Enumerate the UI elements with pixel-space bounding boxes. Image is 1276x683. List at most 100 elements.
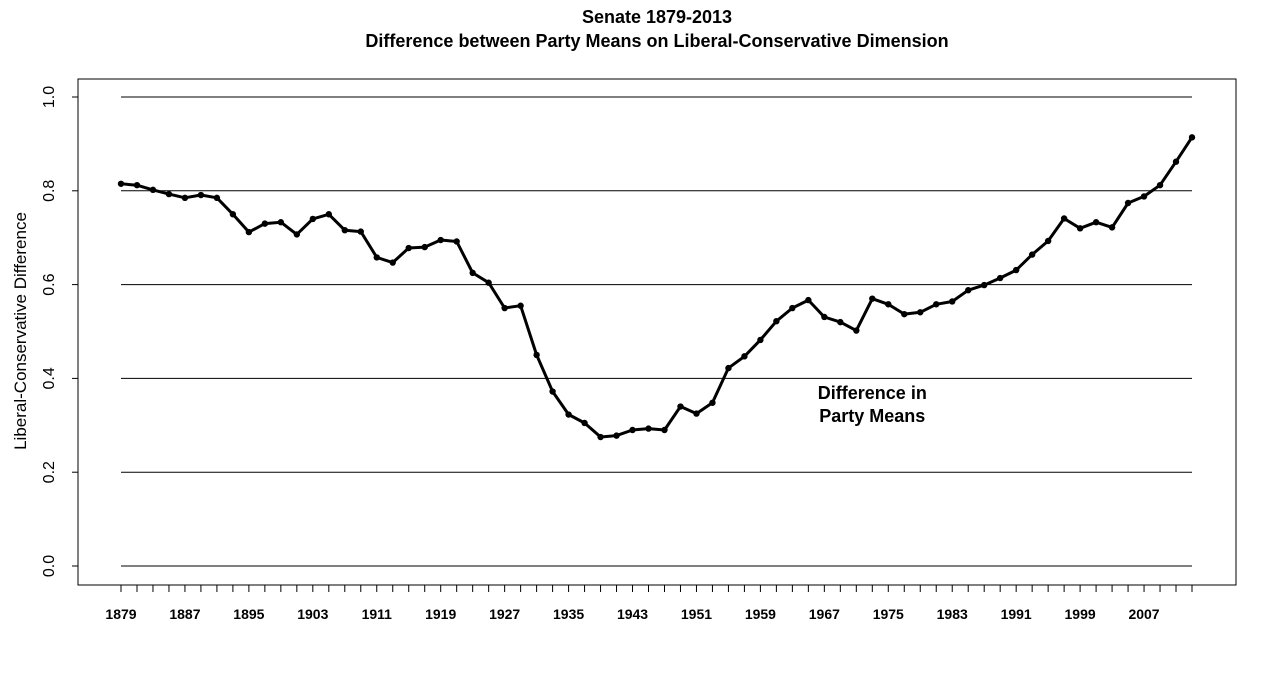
x-tick-label: 1943 [617, 606, 648, 622]
data-point [1188, 134, 1196, 141]
x-tick-label: 1903 [297, 606, 328, 622]
data-point [405, 244, 412, 252]
data-point [661, 426, 668, 434]
data-point [533, 351, 540, 359]
data-point [709, 399, 716, 406]
data-point [517, 302, 524, 309]
x-tick-label: 1967 [809, 606, 840, 622]
data-point [949, 298, 956, 305]
data-point [821, 313, 828, 321]
y-tick-label: 0.8 [41, 180, 58, 202]
data-point [1124, 199, 1132, 207]
data-point [965, 287, 972, 294]
x-tick-label: 1927 [489, 606, 520, 622]
data-point [341, 226, 348, 234]
data-point [421, 243, 428, 251]
data-point [837, 318, 844, 326]
data-point [677, 403, 684, 410]
data-point [693, 410, 700, 417]
data-point [485, 279, 492, 286]
data-point [917, 309, 924, 316]
x-tick-label: 1975 [873, 606, 904, 622]
data-point [213, 194, 221, 202]
data-point [501, 304, 508, 312]
data-point [165, 190, 173, 198]
data-point [757, 336, 764, 344]
data-point [901, 310, 908, 318]
chart-subtitle: Difference between Party Means on Libera… [365, 31, 948, 51]
x-tick-label: 1959 [745, 606, 776, 622]
data-point [1076, 225, 1084, 232]
data-point [980, 281, 988, 289]
plot-frame [77, 78, 1237, 586]
data-point [869, 295, 876, 302]
data-point [1028, 251, 1036, 258]
y-tick-label: 0.0 [41, 555, 58, 577]
data-point [805, 296, 812, 304]
data-point [597, 433, 604, 441]
data-point [1012, 266, 1020, 274]
data-point [149, 186, 157, 194]
data-point [565, 411, 572, 418]
x-tick-label: 1999 [1065, 606, 1096, 622]
data-point [357, 228, 364, 235]
x-tick-label: 1911 [362, 606, 393, 622]
x-tick-label: 1935 [553, 606, 584, 622]
data-point [117, 180, 125, 187]
data-point [725, 364, 732, 372]
data-point [789, 304, 796, 312]
x-axis: 1879 1887 1895 1903 1911 1919 1927 1935 1943 1951… [105, 585, 1193, 622]
x-tick-label: 1951 [681, 606, 712, 622]
y-axis: 0.0 0.2 0.4 0.6 0.8 1.0 [41, 86, 78, 577]
data-point [741, 353, 748, 360]
data-point [245, 228, 253, 236]
x-tick-label: 1919 [425, 606, 456, 622]
data-point [996, 274, 1004, 282]
y-tick-label: 0.4 [41, 367, 58, 389]
data-point [629, 426, 636, 434]
series-line [120, 136, 1194, 439]
data-point [261, 220, 269, 227]
chart-title: Senate 1879-2013 [582, 7, 732, 27]
data-point [853, 327, 860, 334]
data-point [773, 317, 780, 325]
data-point [469, 269, 476, 277]
x-tick-label: 1983 [937, 606, 968, 622]
data-point [325, 211, 333, 218]
x-tick-label: 1895 [233, 606, 264, 622]
data-point [1060, 215, 1068, 222]
x-tick-label: 1991 [1001, 606, 1032, 622]
y-tick-label: 1.0 [41, 86, 58, 108]
data-point [885, 301, 892, 308]
data-point [549, 388, 556, 395]
gridlines [121, 96, 1192, 567]
data-point [581, 419, 588, 427]
series-layer [117, 134, 1196, 441]
data-point [1156, 181, 1164, 189]
annotation-line-1: Difference in [818, 383, 927, 403]
data-point [933, 301, 940, 308]
data-point [277, 219, 285, 226]
data-point [613, 432, 620, 439]
data-point [309, 215, 317, 223]
y-tick-label: 0.2 [41, 461, 58, 483]
data-point [197, 191, 205, 199]
annotation-line-2: Party Means [819, 406, 925, 426]
data-point [437, 236, 444, 244]
y-axis-title: Liberal-Conservative Difference [11, 212, 30, 450]
data-point [1108, 224, 1116, 231]
data-point [373, 254, 380, 261]
data-point [453, 238, 460, 245]
x-tick-label: 1879 [105, 606, 136, 622]
data-point [1044, 237, 1052, 245]
data-point [181, 194, 189, 202]
data-point [133, 181, 141, 189]
x-tick-label: 2007 [1128, 606, 1159, 622]
y-tick-label: 0.6 [41, 273, 58, 295]
data-point [293, 231, 301, 238]
data-point [1172, 158, 1180, 165]
data-point [645, 425, 652, 432]
data-point [229, 211, 237, 218]
data-point [1140, 193, 1148, 200]
